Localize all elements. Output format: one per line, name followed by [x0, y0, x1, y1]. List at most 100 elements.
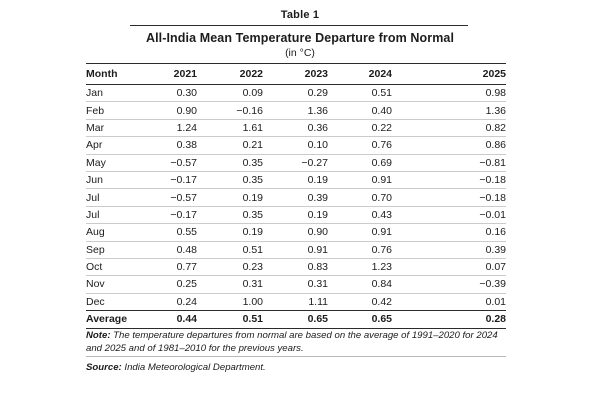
- value-cell: −0.27: [263, 154, 328, 172]
- month-cell: Dec: [86, 293, 146, 312]
- value-cell: 0.48: [146, 241, 197, 259]
- table-number-label: Table 1: [280, 9, 320, 21]
- value-cell: 0.76: [328, 136, 392, 155]
- table-row: Feb 0.90 −0.16 1.36 0.40 1.36: [86, 101, 506, 120]
- value-cell: 0.31: [263, 275, 328, 294]
- value-cell: 0.10: [263, 136, 328, 155]
- value-cell: 1.36: [263, 101, 328, 120]
- value-cell: −0.17: [146, 206, 197, 225]
- value-cell: −0.16: [197, 101, 263, 120]
- value-cell: −0.57: [146, 154, 197, 172]
- value-cell: 0.43: [328, 206, 392, 225]
- value-cell: 0.19: [263, 206, 328, 225]
- value-cell: 0.35: [197, 171, 263, 190]
- value-cell: 1.24: [146, 119, 197, 138]
- value-cell: 0.24: [146, 293, 197, 312]
- value-cell: 1.61: [197, 119, 263, 138]
- column-header-2025: 2025: [392, 63, 506, 85]
- table-row: Oct 0.77 0.23 0.83 1.23 0.07: [86, 258, 506, 277]
- average-value-cell: 0.28: [392, 310, 506, 329]
- column-header-2023: 2023: [263, 63, 328, 85]
- average-value-cell: 0.51: [197, 310, 263, 329]
- value-cell: 0.70: [328, 188, 392, 207]
- average-label: Average: [86, 310, 146, 329]
- value-cell: 0.01: [392, 293, 506, 312]
- column-header-2021: 2021: [146, 63, 197, 85]
- value-cell: 0.19: [197, 223, 263, 242]
- column-header-2022: 2022: [197, 63, 263, 85]
- month-cell: Feb: [86, 101, 146, 120]
- table-note: Note: The temperature departures from no…: [86, 330, 506, 355]
- table-row: Nov 0.25 0.31 0.31 0.84 −0.39: [86, 275, 506, 294]
- value-cell: −0.81: [392, 154, 506, 172]
- value-cell: 0.30: [146, 84, 197, 103]
- value-cell: 0.90: [263, 223, 328, 242]
- value-cell: 0.23: [197, 258, 263, 277]
- value-cell: 0.22: [328, 119, 392, 138]
- table-row: May −0.57 0.35 −0.27 0.69 −0.81: [86, 154, 506, 172]
- source-label: Source:: [86, 362, 122, 373]
- value-cell: 1.23: [328, 258, 392, 277]
- value-cell: 0.51: [197, 241, 263, 259]
- value-cell: −0.01: [392, 206, 506, 225]
- note-source-divider: [86, 356, 506, 357]
- month-cell: Jun: [86, 171, 146, 190]
- value-cell: 0.09: [197, 84, 263, 103]
- month-cell: Oct: [86, 258, 146, 277]
- table-source: Source: India Meteorological Department.: [86, 362, 506, 373]
- value-cell: 1.11: [263, 293, 328, 312]
- table-row: Jun −0.17 0.35 0.19 0.91 −0.18: [86, 171, 506, 190]
- source-text: India Meteorological Department.: [121, 362, 266, 373]
- value-cell: −0.39: [392, 275, 506, 294]
- value-cell: 0.35: [197, 206, 263, 225]
- value-cell: 0.86: [392, 136, 506, 155]
- value-cell: 0.19: [263, 171, 328, 190]
- value-cell: 1.36: [392, 101, 506, 120]
- value-cell: 0.90: [146, 101, 197, 120]
- value-cell: 0.55: [146, 223, 197, 242]
- table-row: Dec 0.24 1.00 1.11 0.42 0.01: [86, 293, 506, 312]
- table-row: Jan 0.30 0.09 0.29 0.51 0.98: [86, 84, 506, 103]
- note-label: Note:: [86, 330, 111, 341]
- title-divider: [130, 25, 468, 26]
- value-cell: 0.36: [263, 119, 328, 138]
- month-cell: Sep: [86, 241, 146, 259]
- value-cell: 0.35: [197, 154, 263, 172]
- month-cell: Jan: [86, 84, 146, 103]
- table-row: Mar 1.24 1.61 0.36 0.22 0.82: [86, 119, 506, 138]
- column-header-2024: 2024: [328, 63, 392, 85]
- average-row: Average 0.44 0.51 0.65 0.65 0.28: [86, 310, 506, 329]
- value-cell: 0.69: [328, 154, 392, 172]
- value-cell: 0.39: [392, 241, 506, 259]
- value-cell: −0.18: [392, 188, 506, 207]
- value-cell: 0.07: [392, 258, 506, 277]
- value-cell: −0.57: [146, 188, 197, 207]
- value-cell: 0.91: [328, 223, 392, 242]
- value-cell: 1.00: [197, 293, 263, 312]
- header-row: Month 2021 2022 2023 2024 2025: [86, 63, 506, 85]
- average-value-cell: 0.44: [146, 310, 197, 329]
- value-cell: 0.16: [392, 223, 506, 242]
- value-cell: 0.82: [392, 119, 506, 138]
- value-cell: 0.42: [328, 293, 392, 312]
- value-cell: 0.51: [328, 84, 392, 103]
- value-cell: 0.25: [146, 275, 197, 294]
- value-cell: 0.91: [263, 241, 328, 259]
- unit-subtitle: (in °C): [285, 47, 315, 59]
- table-row: Apr 0.38 0.21 0.10 0.76 0.86: [86, 136, 506, 155]
- table-row: Jul −0.17 0.35 0.19 0.43 −0.01: [86, 206, 506, 225]
- value-cell: 0.84: [328, 275, 392, 294]
- value-cell: 0.76: [328, 241, 392, 259]
- table-row: Aug 0.55 0.19 0.90 0.91 0.16: [86, 223, 506, 242]
- value-cell: 0.77: [146, 258, 197, 277]
- table-row: Jul −0.57 0.19 0.39 0.70 −0.18: [86, 188, 506, 207]
- month-cell: Jul: [86, 188, 146, 207]
- value-cell: 0.83: [263, 258, 328, 277]
- value-cell: 0.38: [146, 136, 197, 155]
- page-title: All-India Mean Temperature Departure fro…: [145, 31, 455, 45]
- month-cell: Nov: [86, 275, 146, 294]
- average-value-cell: 0.65: [263, 310, 328, 329]
- month-cell: Aug: [86, 223, 146, 242]
- temperature-departure-table: Month 2021 2022 2023 2024 2025 Jan 0.30 …: [86, 63, 506, 329]
